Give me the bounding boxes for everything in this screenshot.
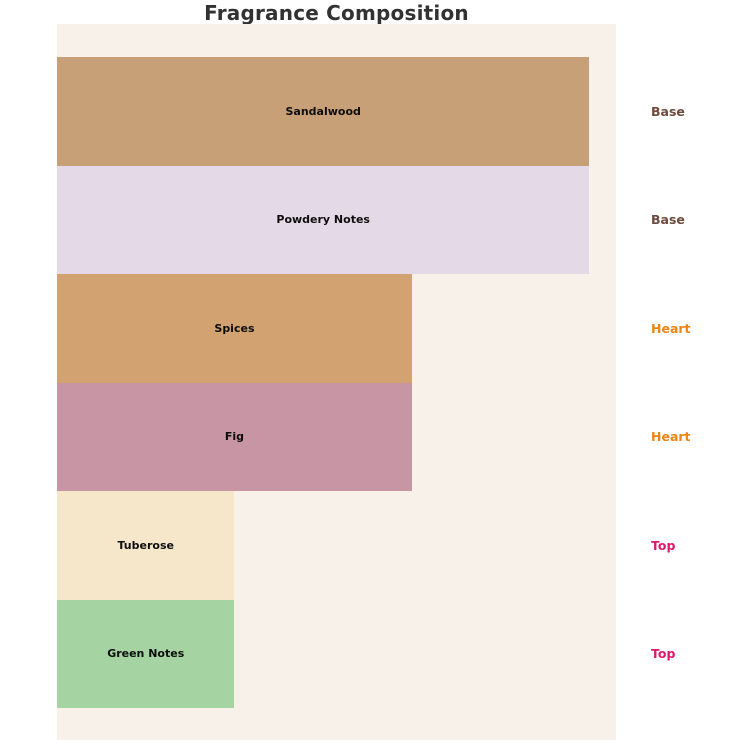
bar-green-notes: Green Notes xyxy=(57,599,235,708)
bar-row-sandalwood: Sandalwood xyxy=(57,57,616,166)
tier-label-tuberose: Top xyxy=(651,537,676,553)
bar-label-fig: Fig xyxy=(224,430,245,444)
bar-tuberose: Tuberose xyxy=(57,491,235,600)
tier-row-spices: Heart xyxy=(651,274,746,383)
bars-container: Sandalwood Powdery Notes Spices Fig Tuberose… xyxy=(57,57,616,708)
tier-label-spices: Heart xyxy=(651,320,691,336)
tier-row-sandalwood: Base xyxy=(651,57,746,166)
bar-row-tuberose: Tuberose xyxy=(57,491,616,600)
bar-label-sandalwood: Sandalwood xyxy=(285,104,361,118)
bar-label-spices: Spices xyxy=(214,321,255,335)
tier-label-green-notes: Top xyxy=(651,646,676,662)
bar-powdery-notes: Powdery Notes xyxy=(57,165,590,274)
chart-title: Fragrance Composition xyxy=(204,1,469,25)
tier-row-tuberose: Top xyxy=(651,491,746,600)
tier-row-powdery-notes: Base xyxy=(651,166,746,275)
bar-sandalwood: Sandalwood xyxy=(57,57,590,166)
bar-spices: Spices xyxy=(57,274,412,383)
bar-row-fig: Fig xyxy=(57,382,616,491)
bar-fig: Fig xyxy=(57,382,412,491)
tier-label-fig: Heart xyxy=(651,429,691,445)
bar-row-green-notes: Green Notes xyxy=(57,599,616,708)
bar-row-powdery-notes: Powdery Notes xyxy=(57,165,616,274)
bar-row-spices: Spices xyxy=(57,274,616,383)
bar-label-tuberose: Tuberose xyxy=(117,538,174,552)
tier-label-powdery-notes: Base xyxy=(651,212,685,228)
tier-row-green-notes: Top xyxy=(651,600,746,709)
tier-row-fig: Heart xyxy=(651,383,746,492)
bar-label-green-notes: Green Notes xyxy=(107,647,185,661)
tier-label-sandalwood: Base xyxy=(651,103,685,119)
tier-labels-column: Base Base Heart Heart Top Top xyxy=(651,57,746,708)
bar-label-powdery-notes: Powdery Notes xyxy=(276,213,370,227)
plot-area: Sandalwood Powdery Notes Spices Fig Tuberose… xyxy=(57,24,616,740)
